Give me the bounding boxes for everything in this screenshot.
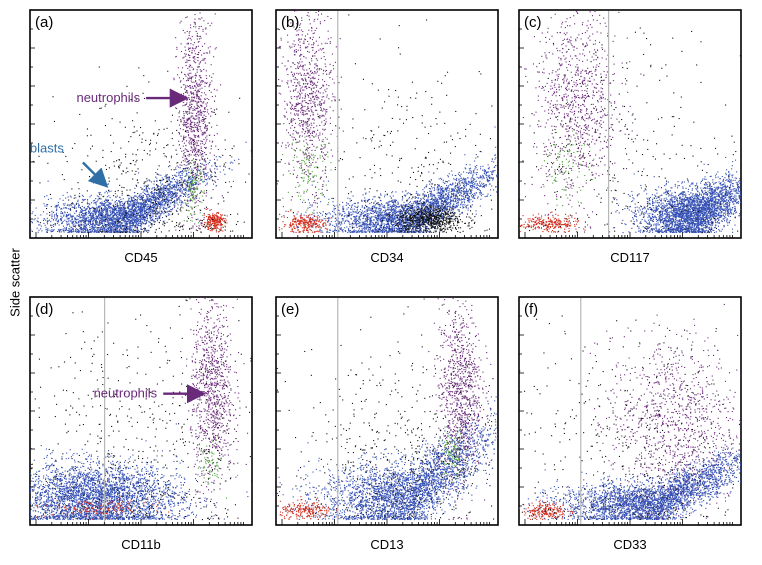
scatter-dots: [276, 10, 498, 234]
axis-ticks: [276, 315, 490, 525]
panel-label: (e): [281, 301, 299, 318]
population-blasts-0: [277, 363, 498, 521]
population-other-5: [280, 14, 498, 233]
scatter-dots: [276, 297, 498, 521]
population-lymphocytes-2: [200, 208, 228, 233]
population-other-3: [519, 315, 740, 520]
panel-label: (f): [524, 301, 538, 318]
axis-ticks: [30, 28, 244, 238]
panel-label: (c): [524, 14, 542, 31]
x-axis-title: CD11b: [121, 537, 161, 552]
population-neutrophils-2: [276, 10, 364, 230]
annotation-neutrophils: neutrophils: [76, 90, 140, 105]
population-other-3: [180, 154, 205, 233]
population-other-4: [282, 128, 332, 226]
population-other-4: [31, 299, 252, 521]
panel-0: (a) CD45 neutrophils blasts: [29, 9, 253, 265]
scatter-dots: [519, 303, 741, 521]
panel-1: (b) CD34: [275, 9, 499, 265]
annotation-blasts: blasts: [30, 140, 64, 155]
population-lymphocytes-2: [279, 496, 338, 520]
panel-label: (b): [281, 14, 299, 31]
population-blasts-dense-1: [379, 197, 486, 233]
scatter-dots: [30, 12, 252, 234]
population-other-3: [195, 439, 239, 499]
x-axis-title: CD13: [370, 537, 403, 552]
x-axis-title: CD117: [610, 250, 650, 265]
axis-ticks: [519, 315, 733, 525]
axis-ticks: [276, 28, 490, 238]
x-axis-title: CD45: [124, 250, 157, 265]
y-axis-title: Side scatter: [8, 238, 23, 328]
population-other-3: [541, 124, 595, 208]
population-lymphocytes-2: [519, 211, 614, 233]
population-lymphocytes-2: [519, 499, 574, 520]
population-other-3: [435, 426, 467, 483]
panel-label: (d): [35, 301, 53, 318]
population-neutrophils-1: [564, 303, 741, 520]
panel-5: (f) CD33: [518, 296, 742, 552]
axis-ticks: [519, 28, 733, 238]
x-axis-title: CD33: [613, 537, 646, 552]
panel-3: (d) CD11b neutrophils: [29, 296, 253, 552]
population-lymphocytes-3: [278, 210, 331, 233]
scatter-dots: [519, 10, 741, 234]
axis-ticks: [30, 315, 244, 525]
population-blasts-0: [607, 156, 741, 234]
annotation-neutrophils: neutrophils: [94, 386, 158, 401]
population-neutrophils-1: [522, 10, 646, 233]
panel-label: (a): [35, 14, 53, 31]
panel-4: (e) CD13: [275, 296, 499, 552]
x-axis-title: CD34: [370, 250, 403, 265]
population-other-4: [522, 27, 741, 234]
panel-2: (c) CD117: [518, 9, 742, 265]
population-lymphocytes-2: [35, 496, 170, 520]
annotation-arrow: [82, 161, 109, 188]
